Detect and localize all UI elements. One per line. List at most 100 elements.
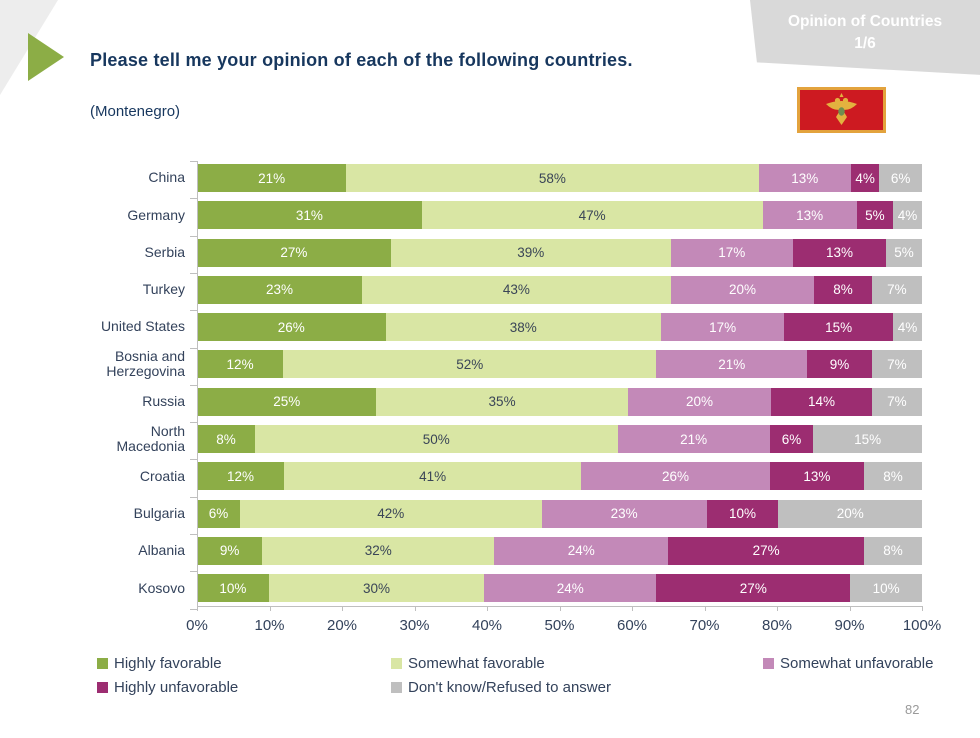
x-tick-label: 0% [186, 617, 208, 634]
category-label: Serbia [144, 243, 185, 260]
bar-segment: 4% [850, 164, 880, 192]
category-label: Turkey [142, 281, 185, 298]
bar-segment: 38% [385, 313, 661, 342]
bar-segment: 26% [197, 313, 386, 342]
x-tick-label: 80% [761, 617, 793, 634]
chart-legend: Highly favorable Somewhat favorable Somewh… [97, 655, 957, 696]
bar-segment: 17% [670, 238, 793, 267]
bar-segment: 12% [197, 350, 284, 379]
x-tick [197, 606, 198, 611]
stacked-bar: 31% 47% 13% 5% 4% [197, 201, 922, 230]
stacked-bar: 12% 52% 21% 9% 7% [197, 350, 923, 379]
bar-segment: 27% [656, 574, 851, 603]
bar-segment: 5% [886, 238, 922, 267]
bar-segment: 21% [197, 164, 347, 192]
bar-segment: 8% [814, 275, 872, 304]
bar-segment: 10% [706, 499, 779, 528]
bar-segment: 9% [197, 536, 263, 565]
bar-segment: 27% [197, 238, 391, 267]
bar-segment: 10% [850, 574, 922, 603]
legend-swatch-icon [391, 682, 402, 693]
bar-segment: 32% [262, 536, 495, 565]
page-number: 82 [905, 702, 920, 717]
legend-label: Don't know/Refused to answer [408, 679, 611, 696]
bar-segment: 30% [268, 574, 485, 603]
stacked-bar-chart: China 21% 58% 13% 4% 6% Germany 31% 47% 13% 5% 4% Se… [87, 164, 923, 603]
x-tick-label: 60% [616, 617, 648, 634]
bar-segment: 21% [617, 425, 770, 454]
category-tick [190, 608, 197, 610]
bar-segment: 21% [656, 350, 808, 379]
legend-swatch-icon [97, 682, 108, 693]
chart-row: Croatia 12% 41% 26% 13% 8% [87, 462, 922, 491]
category-label: Croatia [139, 467, 185, 484]
stacked-bar: 8% 50% 21% 6% 15% [197, 425, 922, 454]
x-tick [704, 606, 706, 611]
bar-segment: 17% [661, 313, 785, 342]
legend-swatch-icon [97, 658, 108, 669]
category-label: Albania [138, 542, 185, 559]
stacked-bar: 27% 39% 17% 13% 5% [197, 238, 922, 267]
bar-segment: 7% [871, 387, 922, 416]
category-label: Bosnia and Herzegovina [106, 348, 185, 380]
stacked-bar: 10% 30% 24% 27% 10% [197, 574, 922, 603]
x-tick [632, 606, 633, 611]
x-tick [269, 606, 271, 611]
bar-segment: 9% [807, 350, 872, 379]
chart-row: United States 26% 38% 17% 15% 4% [87, 313, 922, 342]
bar-segment: 13% [792, 238, 887, 267]
legend-item: Highly favorable [97, 655, 391, 672]
bar-segment: 27% [668, 536, 864, 565]
stacked-bar: 6% 42% 23% 10% 20% [197, 499, 922, 528]
legend-swatch-icon [763, 658, 774, 669]
bar-segment: 26% [581, 462, 770, 491]
chart-row: Kosovo 10% 30% 24% 27% 10% [87, 574, 922, 603]
bar-segment: 20% [778, 499, 922, 528]
x-tick-label: 10% [254, 617, 285, 634]
category-tick [190, 422, 197, 424]
page-subtitle: (Montenegro) [90, 103, 181, 120]
category-label: United States [100, 318, 185, 335]
x-tick [922, 606, 923, 611]
chart-row: China 21% 58% 13% 4% 6% [87, 164, 922, 192]
category-label: Kosovo [138, 579, 185, 596]
x-tick [559, 606, 561, 611]
category-tick [190, 459, 197, 461]
category-label: Bulgaria [133, 504, 185, 521]
category-tick [190, 161, 197, 162]
stacked-bar: 21% 58% 13% 4% 6% [197, 164, 922, 192]
bar-segment: 35% [376, 387, 628, 416]
bar-segment: 23% [541, 499, 707, 528]
bar-segment: 14% [771, 387, 872, 416]
category-tick [190, 496, 197, 498]
bar-segment: 43% [362, 275, 671, 304]
stacked-bar: 12% 41% 26% 13% 8% [197, 462, 922, 491]
category-tick [190, 310, 197, 312]
bar-segment: 20% [627, 387, 772, 416]
bar-segment: 23% [197, 275, 363, 304]
x-tick [849, 606, 851, 611]
x-tick-label: 30% [399, 617, 430, 634]
chart-row: Bosnia and Herzegovina 12% 52% 21% 9% 7% [87, 348, 923, 380]
bar-segment: 10% [197, 574, 269, 603]
chart-row: Serbia 27% 39% 17% 13% 5% [87, 238, 922, 267]
stacked-bar: 9% 32% 24% 27% 8% [197, 536, 922, 565]
montenegro-flag-icon [797, 87, 886, 133]
bar-segment: 13% [769, 462, 864, 491]
bar-segment: 12% [197, 462, 284, 491]
page-title: Please tell me your opinion of each of t… [90, 50, 633, 70]
bar-segment: 52% [283, 350, 657, 379]
bar-segment: 15% [784, 313, 893, 342]
bar-segment: 50% [255, 425, 618, 454]
bar-segment: 6% [769, 425, 814, 454]
bar-segment: 5% [856, 201, 893, 230]
legend-label: Highly favorable [114, 655, 222, 672]
category-tick [190, 347, 197, 349]
category-tick [190, 198, 197, 200]
x-tick-label: 90% [834, 617, 865, 634]
category-tick [190, 571, 197, 573]
bar-segment: 4% [893, 313, 922, 342]
bar-segment: 39% [390, 238, 671, 267]
bar-segment: 58% [346, 164, 759, 192]
bar-segment: 6% [879, 164, 922, 192]
